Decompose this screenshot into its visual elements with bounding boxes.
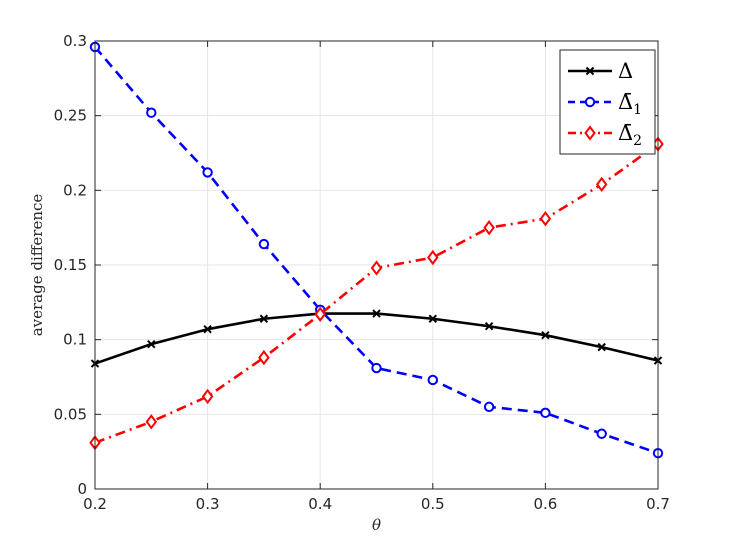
x-tick-label: 0.2 bbox=[83, 495, 107, 513]
data-point bbox=[203, 325, 212, 334]
y-axis-label: average difference bbox=[28, 194, 46, 337]
x-axis-label: θ bbox=[372, 516, 381, 534]
y-tick-label: 0.2 bbox=[63, 181, 87, 199]
y-tick-label: 0.25 bbox=[54, 107, 87, 125]
data-point bbox=[427, 249, 439, 266]
marker-stroke bbox=[147, 339, 156, 349]
data-point bbox=[371, 362, 382, 374]
legend-item: Δ̄2 bbox=[568, 121, 642, 149]
x-tick-label: 0.3 bbox=[196, 495, 220, 513]
marker-stroke bbox=[541, 330, 550, 340]
marker-stroke bbox=[372, 309, 381, 318]
data-point bbox=[428, 314, 438, 323]
legend: Δ Δ̄1 Δ̄2 bbox=[559, 49, 656, 155]
data-point bbox=[540, 407, 551, 419]
ticks: 0.2 0.3 0.4 0.5 0.6 0.7 0 0.05 0.1 0.15 0.2 0.25 0.3 bbox=[54, 32, 670, 513]
series-3 bbox=[89, 136, 664, 451]
data-point bbox=[147, 339, 156, 349]
data-point bbox=[484, 322, 494, 331]
legend-marker bbox=[585, 66, 595, 76]
data-point bbox=[483, 220, 495, 236]
y-tick-label: 0.05 bbox=[54, 405, 87, 423]
marker-stroke bbox=[597, 342, 606, 352]
data-point bbox=[597, 342, 606, 352]
marker-stroke bbox=[484, 322, 494, 331]
data-point bbox=[370, 260, 383, 276]
data-point bbox=[258, 349, 270, 366]
data-point bbox=[146, 107, 157, 118]
data-point bbox=[201, 388, 214, 405]
legend-item: Δ bbox=[568, 59, 633, 83]
data-point bbox=[258, 238, 270, 250]
data-point bbox=[595, 176, 608, 193]
legend-marker bbox=[584, 125, 596, 141]
data-point bbox=[541, 330, 550, 340]
series-2 bbox=[89, 41, 664, 459]
marker-stroke bbox=[259, 314, 269, 323]
legend-marker bbox=[584, 96, 596, 108]
x-tick-label: 0.5 bbox=[421, 495, 445, 513]
legend-item: Δ̄1 bbox=[568, 90, 642, 118]
data-point bbox=[259, 314, 269, 323]
data-point bbox=[314, 306, 326, 322]
marker-stroke bbox=[428, 314, 438, 323]
data-point bbox=[483, 401, 495, 413]
marker-stroke bbox=[585, 66, 595, 76]
data-point bbox=[372, 309, 381, 318]
x-tick-label: 0.4 bbox=[308, 495, 332, 513]
legend-label: Δ bbox=[618, 59, 633, 83]
y-tick-label: 0.3 bbox=[63, 32, 87, 50]
series-layer bbox=[89, 41, 664, 459]
y-tick-label: 0.15 bbox=[54, 256, 87, 274]
data-point bbox=[596, 428, 607, 439]
marker-stroke bbox=[203, 325, 212, 334]
data-point bbox=[145, 414, 158, 430]
x-tick-label: 0.6 bbox=[533, 495, 557, 513]
data-point bbox=[539, 211, 552, 227]
y-tick-label: 0 bbox=[77, 480, 87, 498]
x-tick-label: 0.7 bbox=[646, 495, 670, 513]
data-point bbox=[427, 374, 438, 386]
data-point bbox=[202, 167, 213, 178]
y-tick-label: 0.1 bbox=[63, 331, 87, 349]
